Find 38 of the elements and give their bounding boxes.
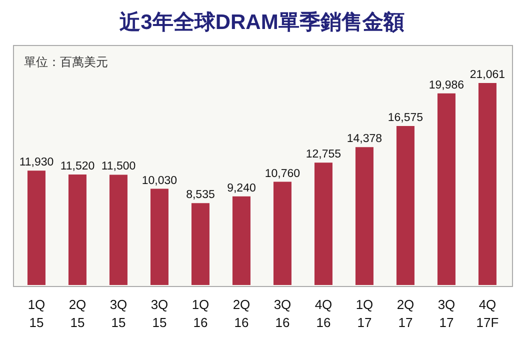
data-label: 10,030 (142, 174, 178, 187)
bar (273, 182, 292, 285)
bar (68, 174, 86, 285)
x-tick-label: 1Q 17 (356, 297, 374, 330)
bar (150, 188, 168, 285)
data-label: 19,986 (428, 79, 464, 92)
x-tick-label: 3Q 16 (274, 297, 292, 330)
bar (191, 203, 210, 285)
x-tick-label: 2Q 16 (232, 297, 250, 330)
x-tick-label: 4Q 17F (476, 297, 499, 330)
data-label: 11,930 (19, 156, 54, 169)
x-tick-label: 3Q 17 (438, 297, 456, 330)
data-label: 11,520 (60, 160, 95, 173)
x-tick-label: 3Q 15 (110, 297, 128, 330)
bar (437, 93, 456, 285)
bar (314, 162, 332, 285)
x-tick-label: 1Q 15 (28, 297, 46, 330)
x-tick-label: 3Q 15 (150, 297, 168, 330)
bar (27, 170, 46, 285)
data-label: 11,500 (101, 160, 136, 173)
text: 單位：百萬美元 (24, 54, 108, 71)
data-label: 21,061 (470, 69, 506, 82)
bar (396, 126, 414, 285)
x-tick-label: 2Q 15 (68, 297, 86, 330)
data-label: 10,760 (264, 168, 300, 180)
chart-title: 近3年全球DRAM單季銷售金額 (118, 10, 406, 36)
x-tick-label: 1Q 16 (192, 297, 210, 330)
data-label: 9,240 (227, 182, 256, 194)
bar (109, 174, 128, 285)
bar (232, 196, 250, 285)
x-tick-label: 4Q 16 (314, 297, 332, 330)
data-label: 12,755 (306, 148, 342, 161)
x-tick-label: 2Q 17 (396, 297, 414, 330)
bar (478, 83, 496, 285)
data-label: 14,378 (346, 133, 382, 146)
bar (355, 147, 374, 285)
data-label: 16,575 (388, 112, 424, 124)
data-label: 8,535 (186, 189, 215, 202)
